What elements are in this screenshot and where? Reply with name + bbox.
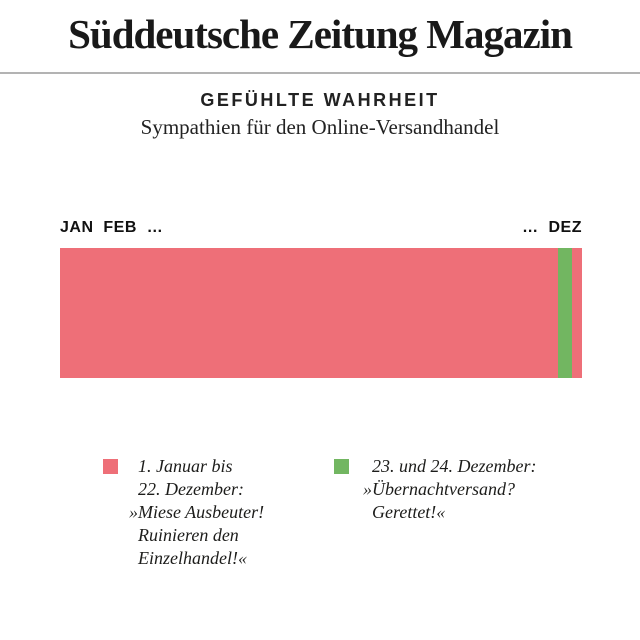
axis-label-right: … DEZ [522, 219, 582, 236]
bar-segment [557, 248, 573, 378]
timeline-bar [60, 248, 582, 378]
chart-title: GEFÜHLTE WAHRHEIT [200, 90, 440, 110]
legend-line: 23. und 24. Dezember: [372, 456, 537, 476]
legend-line: 1. Januar bis [138, 456, 233, 476]
legend-line: Gerettet!« [372, 502, 446, 522]
legend-line: »Übernachtversand? [363, 479, 515, 499]
bar-segment [60, 248, 558, 378]
legend-item-pink: 1. Januar bis 22. Dezember: »Miese Ausbe… [103, 455, 264, 570]
masthead-divider [0, 72, 640, 74]
legend-line: Ruinieren den [138, 525, 239, 545]
legend-line: 22. Dezember: [138, 479, 244, 499]
legend-line: »Miese Ausbeuter! [129, 502, 265, 522]
legend-swatch-pink [103, 459, 118, 474]
axis-label-left: JAN FEB … [60, 219, 164, 236]
x-axis: JAN FEB … … DEZ [60, 219, 582, 239]
legend-swatch-green [334, 459, 349, 474]
masthead-logo: Süddeutsche Zeitung Magazin [68, 11, 573, 57]
chart-subtitle: Sympathien für den Online-Versandhandel [140, 115, 500, 139]
legend-text-green: 23. und 24. Dezember: »Übernachtversand?… [363, 455, 537, 524]
legend-item-green: 23. und 24. Dezember: »Übernachtversand?… [334, 455, 536, 524]
legend-text-pink: 1. Januar bis 22. Dezember: »Miese Ausbe… [129, 455, 264, 570]
bar-segment [572, 248, 582, 378]
legend-line: Einzelhandel!« [138, 548, 247, 568]
